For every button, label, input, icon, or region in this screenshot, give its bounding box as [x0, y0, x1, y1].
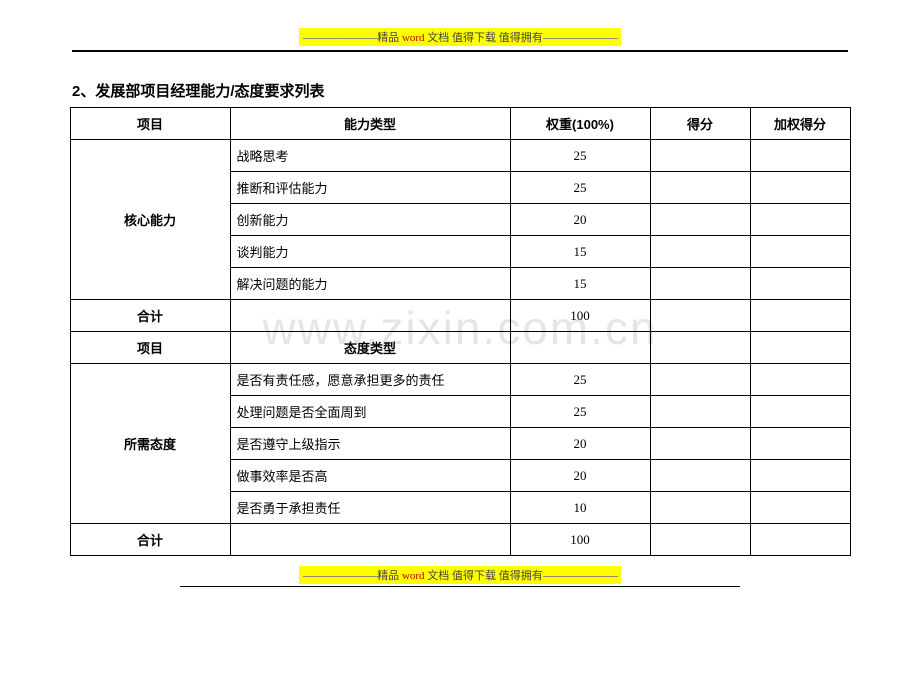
th-weighted-score: 加权得分: [750, 108, 850, 140]
weighted-cell: [750, 428, 850, 460]
ability-weight: 25: [510, 140, 650, 172]
th-project: 项目: [70, 108, 230, 140]
attitude-weight: 20: [510, 428, 650, 460]
th-project-2: 项目: [70, 332, 230, 364]
banner-prefix: 精品: [377, 32, 399, 44]
score-cell: [650, 364, 750, 396]
ability-weight: 15: [510, 236, 650, 268]
weighted-cell: [750, 236, 850, 268]
banner-dash-right: ----------------------------: [543, 32, 618, 44]
banner-prefix: 精品: [377, 570, 399, 582]
banner-mid: 文档 值得下载 值得拥有: [427, 32, 543, 44]
bottom-rule: [180, 586, 740, 587]
subtotal-value: 100: [510, 524, 650, 556]
score-cell: [650, 428, 750, 460]
weighted-cell: [750, 396, 850, 428]
attitude-name: 是否有责任感，愿意承担更多的责任: [230, 364, 510, 396]
th-score: 得分: [650, 108, 750, 140]
ability-weight: 15: [510, 268, 650, 300]
score-cell: [650, 396, 750, 428]
ability-name: 创新能力: [230, 204, 510, 236]
score-cell: [650, 300, 750, 332]
attitude-name: 是否遵守上级指示: [230, 428, 510, 460]
weighted-cell: [750, 204, 850, 236]
table-row: 所需态度 是否有责任感，愿意承担更多的责任 25: [70, 364, 850, 396]
score-cell: [650, 236, 750, 268]
page-title: 2、发展部项目经理能力/态度要求列表: [72, 80, 920, 101]
score-cell: [650, 460, 750, 492]
subtotal-row: 合计 100: [70, 300, 850, 332]
score-cell: [650, 172, 750, 204]
banner-dash-right: ----------------------------: [543, 570, 618, 582]
attitude-weight: 25: [510, 364, 650, 396]
subtotal-row: 合计 100: [70, 524, 850, 556]
attitude-weight: 25: [510, 396, 650, 428]
empty-cell: [230, 524, 510, 556]
score-cell: [650, 140, 750, 172]
ability-weight: 20: [510, 204, 650, 236]
th-weight: 权重(100%): [510, 108, 650, 140]
th-attitude-type: 态度类型: [230, 332, 510, 364]
empty-cell: [510, 332, 650, 364]
th-ability-type: 能力类型: [230, 108, 510, 140]
empty-cell: [650, 332, 750, 364]
empty-cell: [230, 300, 510, 332]
score-cell: [650, 524, 750, 556]
ability-name: 解决问题的能力: [230, 268, 510, 300]
sub-header-row: 项目 态度类型: [70, 332, 850, 364]
subtotal-label: 合计: [70, 300, 230, 332]
weighted-cell: [750, 492, 850, 524]
attitude-weight: 20: [510, 460, 650, 492]
banner-word: word: [399, 570, 427, 582]
score-cell: [650, 492, 750, 524]
group-label-ability: 核心能力: [70, 140, 230, 300]
attitude-name: 处理问题是否全面周到: [230, 396, 510, 428]
ability-weight: 25: [510, 172, 650, 204]
table-header-row: 项目 能力类型 权重(100%) 得分 加权得分: [70, 108, 850, 140]
attitude-weight: 10: [510, 492, 650, 524]
attitude-name: 做事效率是否高: [230, 460, 510, 492]
weighted-cell: [750, 460, 850, 492]
empty-cell: [750, 332, 850, 364]
score-cell: [650, 268, 750, 300]
subtotal-value: 100: [510, 300, 650, 332]
weighted-cell: [750, 524, 850, 556]
requirements-table: 项目 能力类型 权重(100%) 得分 加权得分 核心能力 战略思考 25 推断…: [70, 107, 851, 556]
top-rule: [72, 50, 848, 52]
weighted-cell: [750, 364, 850, 396]
banner-dash-left: ----------------------------: [303, 570, 378, 582]
weighted-cell: [750, 268, 850, 300]
ability-name: 战略思考: [230, 140, 510, 172]
subtotal-label: 合计: [70, 524, 230, 556]
banner-mid: 文档 值得下载 值得拥有: [427, 570, 543, 582]
group-label-attitude: 所需态度: [70, 364, 230, 524]
bottom-banner: ----------------------------精品 word 文档 值…: [0, 566, 920, 584]
table-row: 核心能力 战略思考 25: [70, 140, 850, 172]
weighted-cell: [750, 300, 850, 332]
ability-name: 推断和评估能力: [230, 172, 510, 204]
ability-name: 谈判能力: [230, 236, 510, 268]
score-cell: [650, 204, 750, 236]
attitude-name: 是否勇于承担责任: [230, 492, 510, 524]
banner-dash-left: ----------------------------: [303, 32, 378, 44]
banner-word: word: [399, 32, 427, 44]
weighted-cell: [750, 140, 850, 172]
top-banner: ----------------------------精品 word 文档 值…: [0, 28, 920, 46]
weighted-cell: [750, 172, 850, 204]
